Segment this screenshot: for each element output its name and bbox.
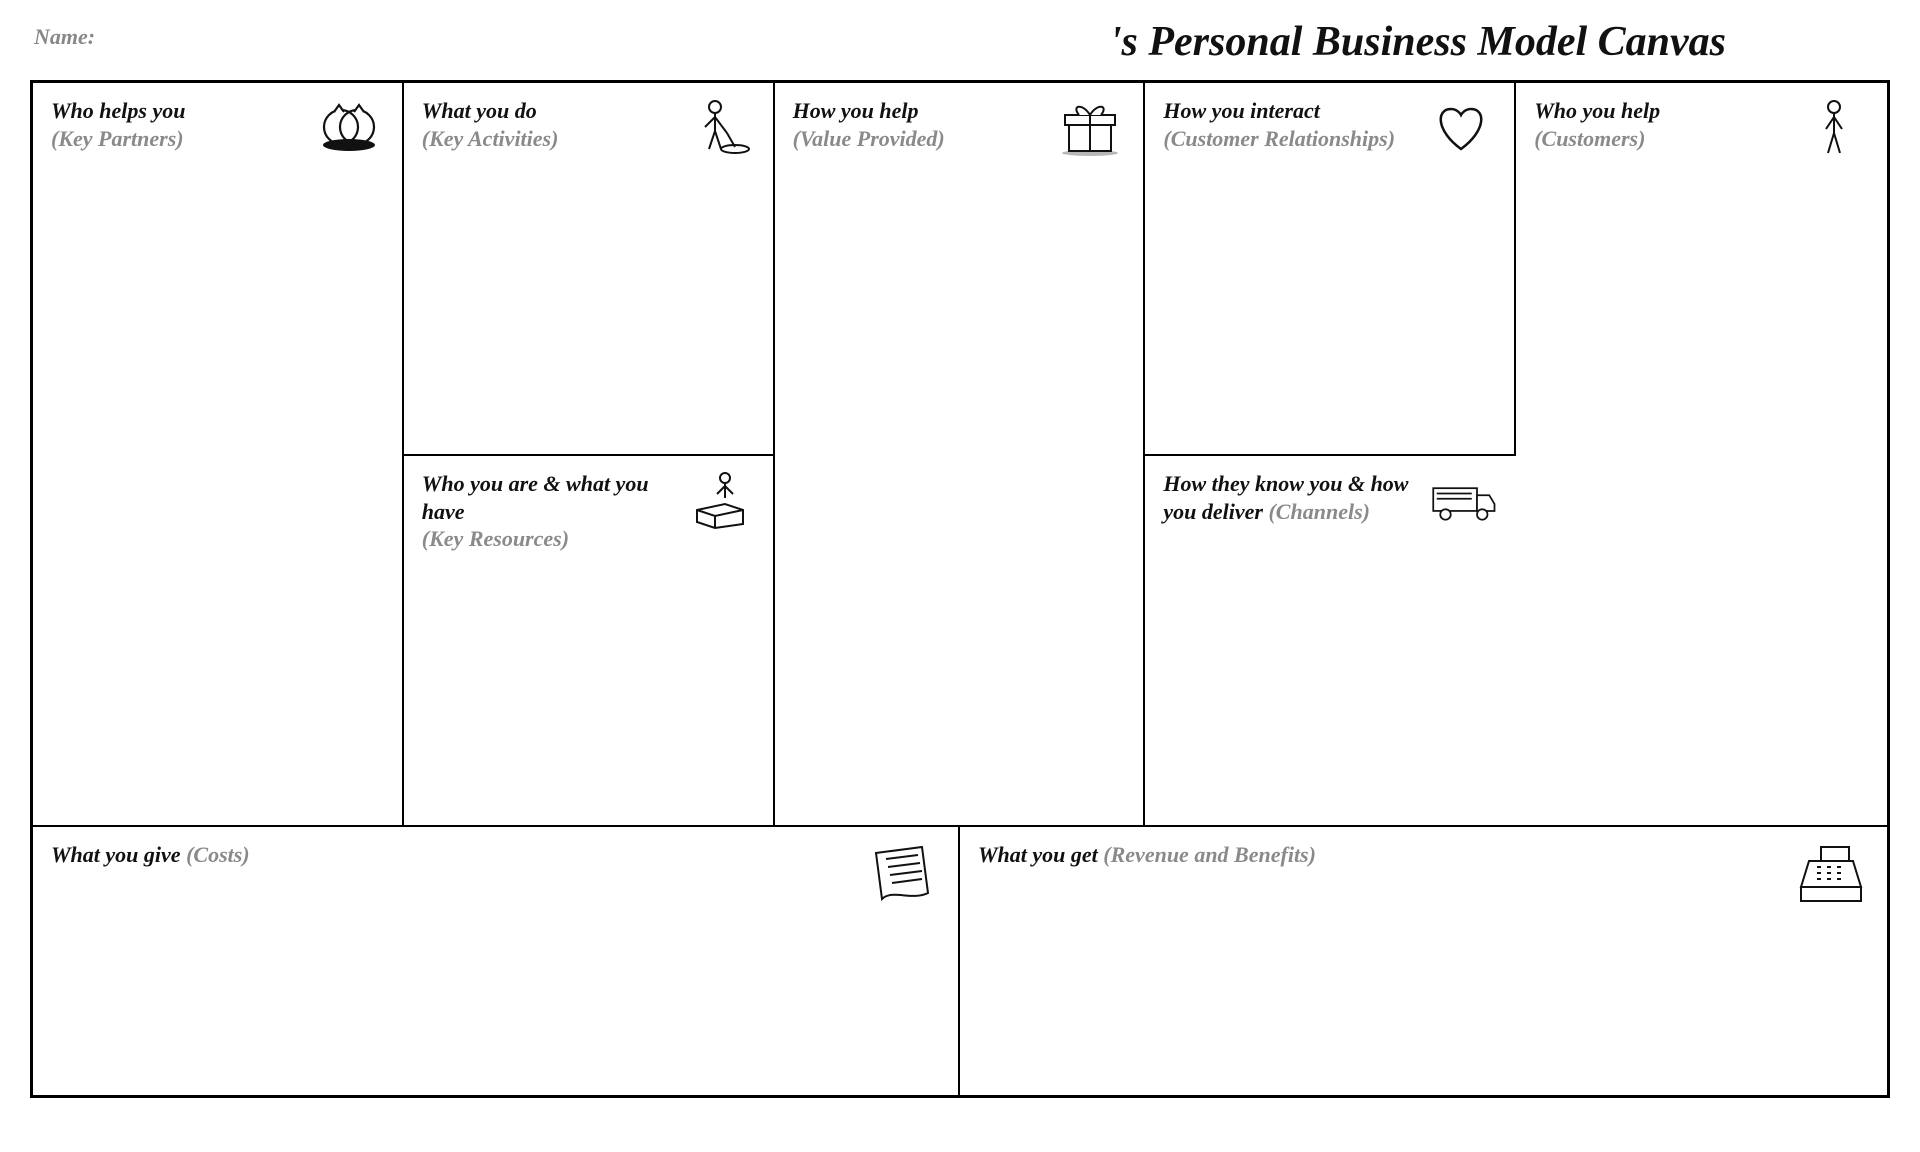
cell-title: How you help <box>793 98 919 123</box>
cell-subtitle: (Customers) <box>1534 126 1645 151</box>
cell-header: Who helps you (Key Partners) <box>51 97 384 157</box>
name-label: Name: <box>34 18 95 50</box>
cell-header: Who you are & what you have (Key Resourc… <box>422 470 755 553</box>
cell-title-block: Who you are & what you have (Key Resourc… <box>422 470 675 553</box>
cell-title-block: What you do (Key Activities) <box>422 97 559 152</box>
cell-subtitle: (Revenue and Benefits) <box>1103 842 1316 867</box>
page-title: 's Personal Business Model Canvas <box>1110 18 1886 66</box>
cell-costs[interactable]: What you give (Costs) <box>33 827 960 1095</box>
cell-subtitle: (Key Partners) <box>51 126 184 151</box>
cell-title: Who you are & what you have <box>422 471 649 524</box>
cell-header: Who you help (Customers) <box>1534 97 1869 157</box>
heart-icon <box>1426 97 1496 157</box>
worker-icon <box>685 97 755 157</box>
canvas-page: Name: 's Personal Business Model Canvas … <box>0 0 1920 1152</box>
cell-title: What you give <box>51 842 181 867</box>
cell-header: How you interact (Customer Relationships… <box>1163 97 1496 157</box>
cell-title-block: How you interact (Customer Relationships… <box>1163 97 1395 152</box>
cell-key-resources[interactable]: Who you are & what you have (Key Resourc… <box>404 454 775 825</box>
gift-icon <box>1055 97 1125 157</box>
cell-title: Who helps you <box>51 98 185 123</box>
cell-title-block: How they know you & how you deliver (Cha… <box>1163 470 1418 525</box>
cell-header: What you do (Key Activities) <box>422 97 755 157</box>
cell-value-provided[interactable]: How you help (Value Provided) <box>775 83 1146 825</box>
canvas-frame: Who helps you (Key Partners) <box>30 80 1890 1098</box>
cell-title: What you get <box>978 842 1098 867</box>
cell-title-block: What you give (Costs) <box>51 841 250 869</box>
cell-subtitle: (Customer Relationships) <box>1163 126 1395 151</box>
rings-icon <box>314 97 384 157</box>
cell-key-activities[interactable]: What you do (Key Activities) <box>404 83 775 454</box>
cell-title: What you do <box>422 98 537 123</box>
cell-header: What you give (Costs) <box>51 841 940 909</box>
cell-title-block: How you help (Value Provided) <box>793 97 945 152</box>
cell-header: How you help (Value Provided) <box>793 97 1126 157</box>
cell-key-partners[interactable]: Who helps you (Key Partners) <box>33 83 404 825</box>
document-icon <box>862 841 940 909</box>
cell-subtitle: (Costs) <box>186 842 250 867</box>
cell-customers[interactable]: Who you help (Customers) <box>1516 83 1887 825</box>
cell-title-block: What you get (Revenue and Benefits) <box>978 841 1316 869</box>
cell-subtitle: (Key Resources) <box>422 526 569 551</box>
person-icon <box>1799 97 1869 157</box>
canvas-bottom-grid: What you give (Costs) <box>33 825 1887 1095</box>
cell-header: How they know you & how you deliver (Cha… <box>1163 470 1498 530</box>
cell-title-block: Who helps you (Key Partners) <box>51 97 185 152</box>
canvas-top-grid: Who helps you (Key Partners) <box>33 83 1887 825</box>
cell-customer-relationships[interactable]: How you interact (Customer Relationships… <box>1145 83 1516 454</box>
cell-title: How you interact <box>1163 98 1319 123</box>
truck-icon <box>1428 470 1498 530</box>
cell-subtitle: (Key Activities) <box>422 126 559 151</box>
cell-subtitle: (Value Provided) <box>793 126 945 151</box>
cell-header: What you get (Revenue and Benefits) <box>978 841 1869 909</box>
person-box-icon <box>685 470 755 530</box>
cash-register-icon <box>1791 841 1869 909</box>
header: Name: 's Personal Business Model Canvas <box>30 18 1890 66</box>
cell-channels[interactable]: How they know you & how you deliver (Cha… <box>1145 454 1516 825</box>
cell-title: Who you help <box>1534 98 1660 123</box>
cell-subtitle: (Channels) <box>1268 499 1369 524</box>
cell-revenue[interactable]: What you get (Revenue and Benefits) <box>960 827 1887 1095</box>
cell-title-block: Who you help (Customers) <box>1534 97 1660 152</box>
